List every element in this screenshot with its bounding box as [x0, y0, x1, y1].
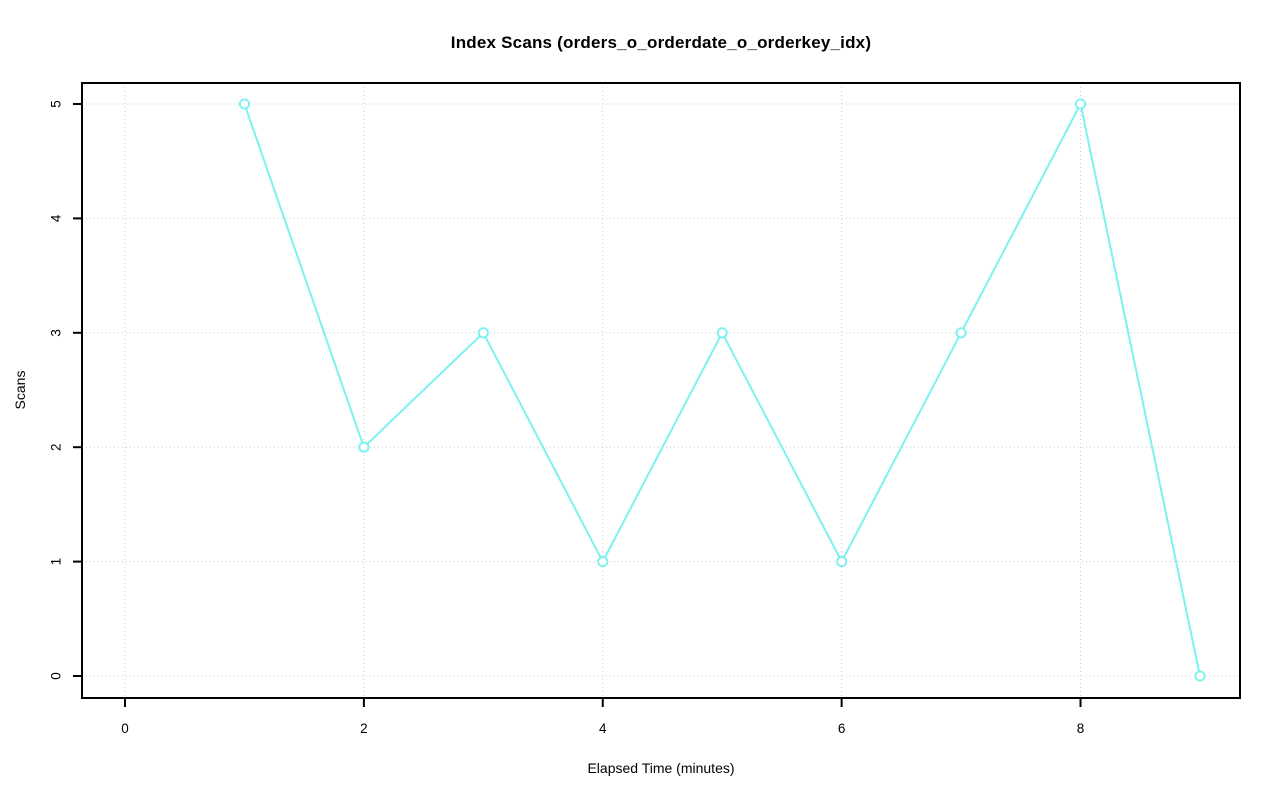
x-tick-label: 6 [838, 721, 846, 736]
plot-border [81, 82, 1241, 699]
y-tick-label: 2 [49, 443, 64, 451]
chart-title: Index Scans (orders_o_orderdate_o_orderk… [450, 33, 872, 52]
data-point [477, 327, 489, 339]
y-tick-label: 0 [49, 672, 64, 680]
y-tick-label: 1 [49, 558, 64, 566]
data-point [358, 441, 370, 453]
y-tick-label: 3 [49, 329, 64, 337]
x-axis-label: Elapsed Time (minutes) [587, 760, 735, 776]
y-axis-label: Scans [12, 370, 28, 410]
y-tick-label: 5 [49, 100, 64, 108]
x-tick-label: 2 [360, 721, 368, 736]
data-point [836, 556, 848, 568]
x-tick-label: 8 [1077, 721, 1085, 736]
data-point [597, 556, 609, 568]
x-tick-label: 4 [599, 721, 607, 736]
data-point [955, 327, 967, 339]
data-point [1194, 670, 1206, 682]
data-point [1074, 98, 1087, 110]
y-tick-label: 4 [49, 214, 64, 222]
data-point [716, 327, 728, 339]
data-point [238, 98, 250, 110]
x-tick-label: 0 [121, 721, 129, 736]
data-series-line [243, 103, 1201, 677]
